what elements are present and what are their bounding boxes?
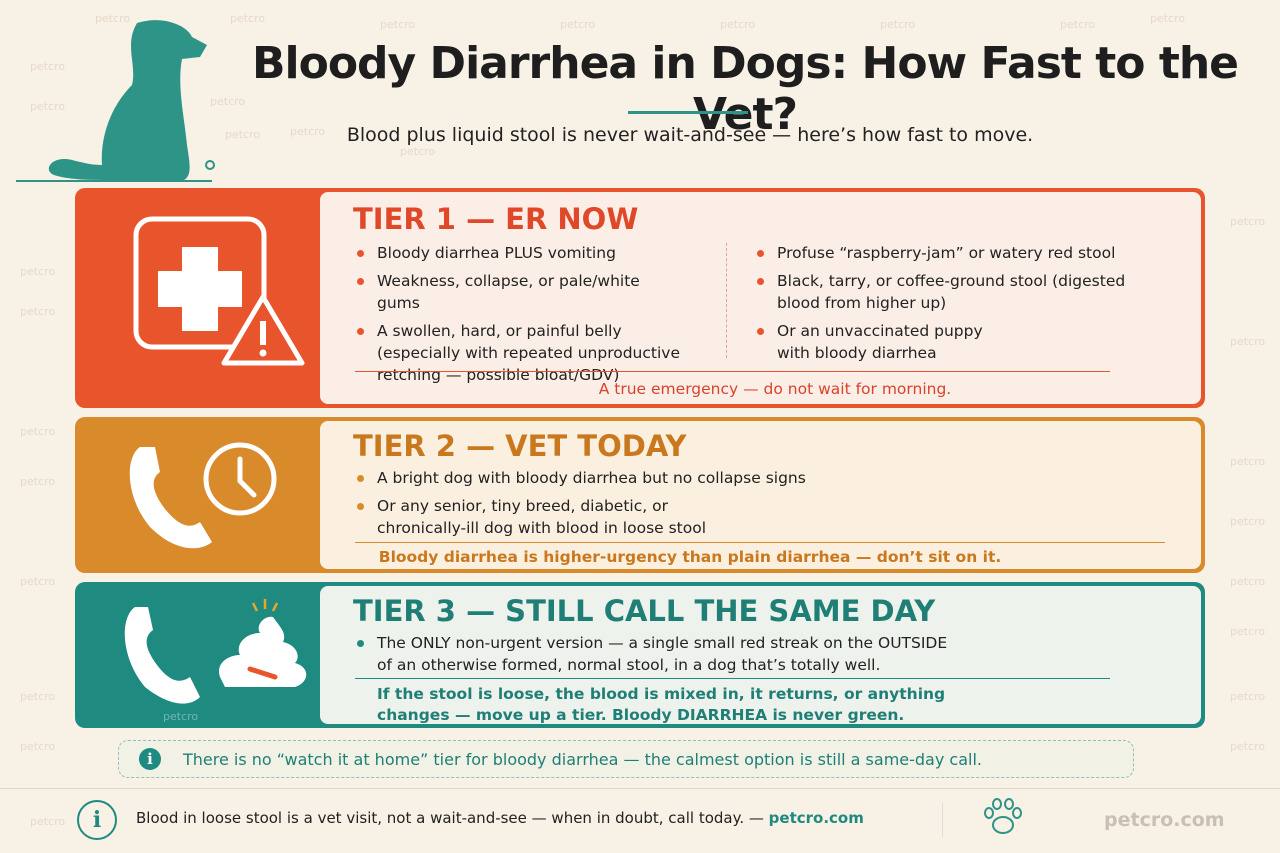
- watermark: petcro: [400, 145, 436, 158]
- tier-title: TIER 3 — STILL CALL THE SAME DAY: [353, 594, 936, 628]
- bullet: Black, tarry, or coffee-ground stool (di…: [755, 270, 1135, 314]
- watermark: petcro: [95, 12, 131, 25]
- watermark: petcro: [1230, 335, 1266, 348]
- bullet-list: Profuse “raspberry-jam” or watery red st…: [755, 242, 1135, 370]
- bullet: Bloody diarrhea PLUS vomiting: [355, 242, 685, 264]
- watermark: petcro: [230, 12, 266, 25]
- rule: [355, 678, 1110, 679]
- watermark: petcro: [30, 815, 66, 828]
- tier-panel: [320, 421, 1201, 569]
- watermark: petcro: [20, 575, 56, 588]
- footer-brand: petcro.com: [1104, 809, 1225, 831]
- bullet-list: The ONLY non-urgent version — a single s…: [355, 632, 955, 682]
- watermark: petcro: [1230, 455, 1266, 468]
- info-text: There is no “watch it at home” tier for …: [183, 750, 982, 769]
- bullet: Or an unvaccinated puppy with bloody dia…: [755, 320, 1007, 364]
- tier-note: Bloody diarrhea is higher-urgency than p…: [378, 548, 1002, 566]
- watermark: petcro: [20, 690, 56, 703]
- paw-icon: [984, 798, 1022, 834]
- watermark: petcro: [20, 265, 56, 278]
- watermark: petcro: [30, 60, 66, 73]
- watermark: petcro: [1230, 690, 1266, 703]
- bullet: A bright dog with bloody diarrhea but no…: [355, 467, 815, 489]
- footer-divider: [942, 803, 943, 837]
- bullet: Or any senior, tiny breed, diabetic, or …: [355, 495, 737, 539]
- phone-stool-icon: [124, 599, 307, 704]
- subtitle: Blood plus liquid stool is never wait-an…: [346, 124, 1034, 146]
- watermark: petcro: [20, 475, 56, 488]
- watermark: petcro: [380, 18, 416, 31]
- watermark: petcro: [1150, 12, 1186, 25]
- bullet: Weakness, collapse, or pale/white gums: [355, 270, 685, 314]
- tier-note: If the stool is loose, the blood is mixe…: [377, 685, 946, 724]
- tier-2: TIER 2 — VET TODAY A bright dog with blo…: [75, 417, 1205, 573]
- footer-link[interactable]: petcro.com: [768, 809, 864, 827]
- er-icon: [133, 216, 305, 366]
- watermark: petcro: [1230, 575, 1266, 588]
- tier-3: petcro TIER 3 — STILL CALL THE SAME DAY …: [75, 582, 1205, 728]
- tier-panel: [320, 586, 1201, 724]
- watermark: petcro: [210, 95, 246, 108]
- phone-clock-icon: [129, 442, 277, 549]
- watermark: petcro: [290, 125, 326, 138]
- divider: [726, 243, 727, 358]
- tier-title: TIER 1 — ER NOW: [353, 202, 639, 236]
- watermark: petcro: [880, 18, 916, 31]
- watermark: petcro: [225, 128, 261, 141]
- watermark: petcro: [1060, 18, 1096, 31]
- info-bar: i There is no “watch it at home” tier fo…: [118, 740, 1134, 778]
- bullet: The ONLY non-urgent version — a single s…: [355, 632, 955, 676]
- watermark: petcro: [20, 425, 56, 438]
- watermark: petcro: [20, 305, 56, 318]
- title-underline: [628, 111, 748, 114]
- watermark: petcro: [1230, 740, 1266, 753]
- watermark: petcro: [30, 100, 66, 113]
- footer-icon: i: [77, 800, 117, 840]
- footer-rule: [0, 788, 1280, 789]
- bullet: Profuse “raspberry-jam” or watery red st…: [755, 242, 1135, 264]
- watermark: petcro: [1230, 515, 1266, 528]
- watermark: petcro: [1230, 625, 1266, 638]
- watermark: petcro: [560, 18, 596, 31]
- watermark: petcro: [163, 710, 199, 723]
- dog-illustration: [16, 20, 215, 182]
- title: Bloody Diarrhea in Dogs: How Fast to the…: [251, 38, 1239, 140]
- rule: [355, 542, 1165, 543]
- footer-text: Blood in loose stool is a vet visit, not…: [136, 809, 864, 827]
- rule: [355, 371, 1110, 372]
- watermark: petcro: [1230, 215, 1266, 228]
- bullet-list: A bright dog with bloody diarrhea but no…: [355, 467, 815, 545]
- tier-title: TIER 2 — VET TODAY: [353, 429, 687, 463]
- bullet-list: Bloody diarrhea PLUS vomiting Weakness, …: [355, 242, 685, 392]
- tier-panel: [320, 192, 1201, 404]
- tier-note: A true emergency — do not wait for morni…: [598, 380, 952, 398]
- bullet: A swollen, hard, or painful belly (espec…: [355, 320, 685, 386]
- watermark: petcro: [20, 740, 56, 753]
- tier-1: TIER 1 — ER NOW Bloody diarrhea PLUS vom…: [75, 188, 1205, 408]
- footer-text: Blood in loose stool is a vet visit, not…: [136, 809, 764, 827]
- info-icon: i: [139, 748, 161, 770]
- watermark: petcro: [720, 18, 756, 31]
